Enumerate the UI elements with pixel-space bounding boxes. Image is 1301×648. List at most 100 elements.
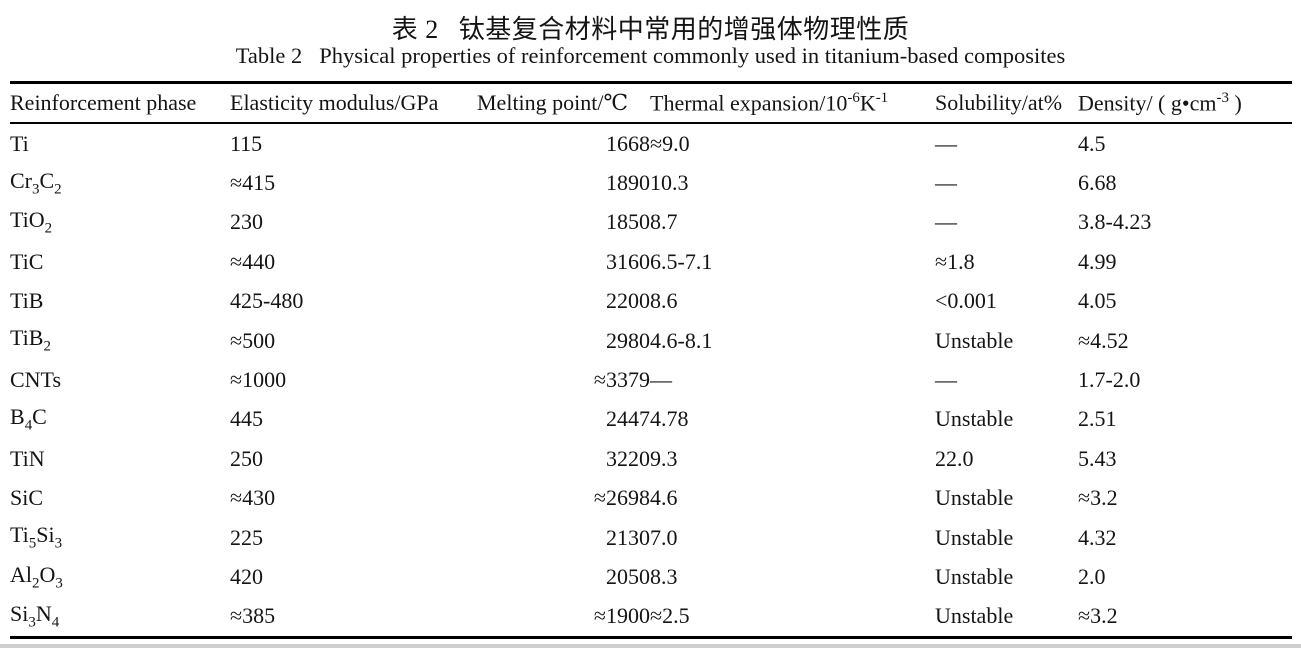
value-cell: 6.68 <box>1078 170 1117 196</box>
table-body: Ti 115 1668 ≈9.0 — 4.5 Cr3C2 ≈415 1890 10.3 — 6.68 T… <box>10 123 1292 638</box>
value-cell: 2130 <box>606 524 650 550</box>
value-cell: 250 <box>230 445 263 471</box>
value-cell: ≈1900 <box>593 603 650 629</box>
reinforcement-phase-cell: Ti <box>10 130 29 156</box>
value-cell: ≈430 <box>230 485 276 511</box>
value-cell: 420 <box>230 563 263 589</box>
table-row: SiC ≈430 ≈2698 4.6 Unstable ≈3.2 <box>10 479 1292 518</box>
caption-cn-number: 表 2 <box>391 15 439 44</box>
value-cell: 2980 <box>606 327 650 353</box>
value-cell: ≈1.8 <box>935 248 975 274</box>
value-cell: 2.0 <box>1078 563 1106 589</box>
reinforcement-phase-cell: TiC <box>10 248 44 274</box>
value-cell: 1.7-2.0 <box>1078 367 1141 393</box>
caption-en-text: Physical properties of reinforcement com… <box>319 43 1066 68</box>
properties-table: Reinforcement phase Elasticity modulus/G… <box>10 81 1292 640</box>
column-header-reinforcement-phase: Reinforcement phase <box>10 82 230 124</box>
value-cell: 10.3 <box>650 170 689 196</box>
table-caption-english: Table 2 Physical properties of reinforcem… <box>0 43 1301 74</box>
value-cell: 1668 <box>606 130 650 156</box>
table-row: TiN 250 3220 9.3 22.0 5.43 <box>10 439 1292 478</box>
table-row: CNTs ≈1000 ≈3379— —1.7-2.0 <box>10 360 1292 399</box>
value-cell: 5.43 <box>1078 445 1117 471</box>
value-cell: ≈440 <box>230 248 276 274</box>
value-cell: 8.6 <box>650 288 678 314</box>
value-cell: — <box>935 367 957 393</box>
value-cell: 4.05 <box>1078 288 1117 314</box>
column-header-density: Density/ ( g•cm-3 ) <box>1078 82 1292 124</box>
reinforcement-phase-cell: Si3N4 <box>10 601 60 631</box>
reinforcement-phase-cell: SiC <box>10 485 44 511</box>
value-cell: 3.8-4.23 <box>1078 209 1152 235</box>
value-cell: — <box>935 130 957 156</box>
reinforcement-phase-cell: B4C <box>10 404 47 434</box>
table-row: TiB 425-480 2200 8.6 <0.001 4.05 <box>10 282 1292 321</box>
value-cell: 3220 <box>606 445 650 471</box>
column-header-solubility: Solubility/at% <box>935 82 1078 124</box>
column-header-thermal-expansion: Thermal expansion/10-6K-1 <box>650 82 935 124</box>
caption-cn-text: 钛基复合材料中常用的增强体物理性质 <box>458 15 910 44</box>
table-row: Cr3C2 ≈415 1890 10.3 — 6.68 <box>10 163 1292 202</box>
value-cell: 1890 <box>606 170 650 196</box>
column-header-elasticity-modulus: Elasticity modulus/GPa <box>230 82 477 124</box>
table-row: Al2O3 420 2050 8.3 Unstable 2.0 <box>10 557 1292 596</box>
value-cell: 8.7 <box>650 209 678 235</box>
value-cell: — <box>650 367 672 393</box>
value-cell: 6.5-7.1 <box>650 248 713 274</box>
value-cell: 225 <box>230 524 263 550</box>
table-row: TiO2 230 1850 8.7 — 3.8-4.23 <box>10 203 1292 242</box>
value-cell: Unstable <box>935 563 1014 589</box>
header-row: Reinforcement phase Elasticity modulus/G… <box>10 82 1292 124</box>
reinforcement-phase-cell: TiN <box>10 445 45 471</box>
value-cell: 425-480 <box>230 288 304 314</box>
value-cell: ≈2.5 <box>650 603 690 629</box>
reinforcement-phase-cell: CNTs <box>10 367 62 393</box>
value-cell: 4.6-8.1 <box>650 327 713 353</box>
reinforcement-phase-cell: Cr3C2 <box>10 167 62 198</box>
value-cell: 4.6 <box>650 485 678 511</box>
value-cell: Unstable <box>935 406 1014 432</box>
table-row: TiC ≈440 3160 6.5-7.1 ≈1.8 4.99 <box>10 242 1292 281</box>
value-cell: ≈385 <box>230 603 276 629</box>
value-cell: 445 <box>230 406 263 432</box>
value-cell: 2050 <box>606 563 650 589</box>
page-bottom-edge <box>0 644 1301 648</box>
value-cell: 4.32 <box>1078 524 1117 550</box>
table-row: Ti 115 1668 ≈9.0 — 4.5 <box>10 123 1292 163</box>
value-cell: 8.3 <box>650 563 678 589</box>
value-cell: 115 <box>230 130 263 156</box>
value-cell: ≈3379 <box>593 367 650 393</box>
value-cell: Unstable <box>935 327 1014 353</box>
reinforcement-phase-cell: TiO2 <box>10 207 53 237</box>
table-row: TiB2 ≈500 2980 4.6-8.1 Unstable ≈4.52 <box>10 321 1292 360</box>
value-cell: Unstable <box>935 524 1014 550</box>
value-cell: ≈415 <box>230 170 276 196</box>
value-cell: ≈2698 <box>593 485 650 511</box>
value-cell: 9.3 <box>650 445 678 471</box>
value-cell: 7.0 <box>650 524 678 550</box>
table-row: Ti5Si3 225 2130 7.0 Unstable 4.32 <box>10 518 1292 557</box>
value-cell: 2200 <box>606 288 650 314</box>
value-cell: 22.0 <box>935 445 974 471</box>
value-cell: 4.5 <box>1078 130 1106 156</box>
value-cell: ≈3.2 <box>1078 603 1118 629</box>
value-cell: ≈1000 <box>230 367 287 393</box>
value-cell: ≈9.0 <box>650 130 690 156</box>
value-cell: ≈3.2 <box>1078 485 1118 511</box>
caption-en-number: Table 2 <box>235 43 303 68</box>
table-row: Si3N4 ≈385 ≈1900 ≈2.5 Unstable ≈3.2 <box>10 597 1292 638</box>
value-cell: ≈500 <box>230 327 276 353</box>
value-cell: — <box>935 170 957 196</box>
value-cell: <0.001 <box>935 288 997 314</box>
value-cell: — <box>935 209 957 235</box>
value-cell: 4.78 <box>650 406 689 432</box>
value-cell: 4.99 <box>1078 248 1117 274</box>
reinforcement-phase-cell: TiB <box>10 288 44 314</box>
value-cell: Unstable <box>935 485 1014 511</box>
reinforcement-phase-cell: Ti5Si3 <box>10 522 63 552</box>
reinforcement-phase-cell: Al2O3 <box>10 561 63 592</box>
value-cell: 2.51 <box>1078 406 1117 432</box>
value-cell: 1850 <box>606 209 650 235</box>
table-caption-chinese: 表 2 钛基复合材料中常用的增强体物理性质 <box>0 0 1301 44</box>
value-cell: Unstable <box>935 603 1014 629</box>
